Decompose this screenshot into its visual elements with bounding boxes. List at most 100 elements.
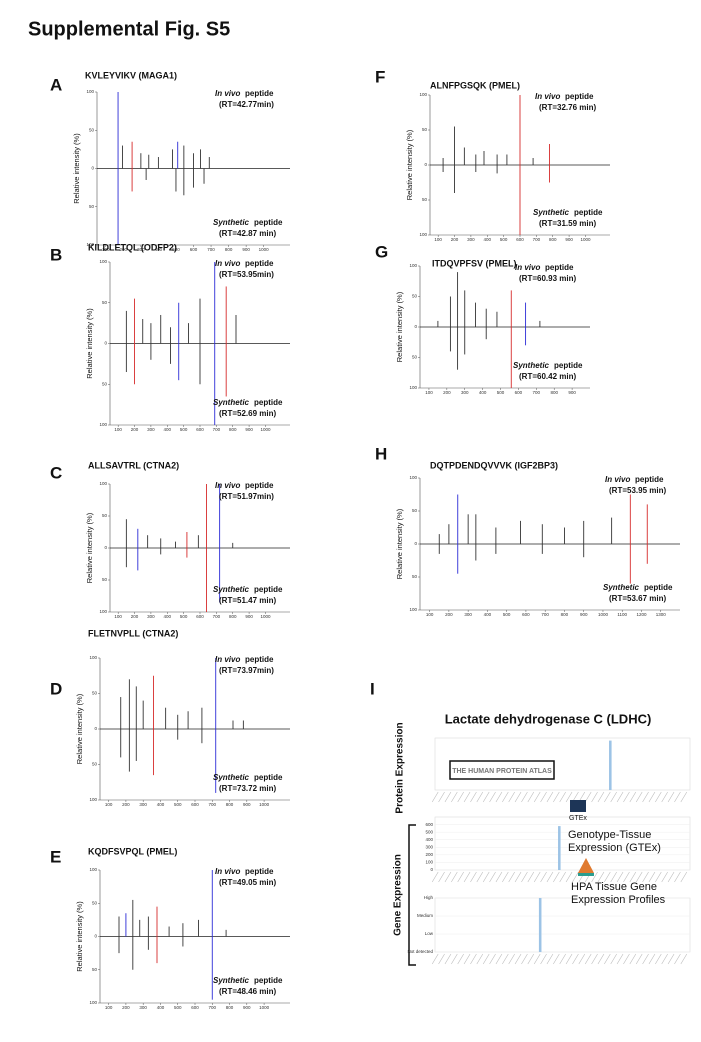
x-tick xyxy=(508,791,515,803)
x-tick-label: 700 xyxy=(213,614,221,619)
synthetic-label: Synthetic xyxy=(213,773,250,782)
x-tick xyxy=(584,791,592,803)
y-axis-label: Relative intensity (%) xyxy=(395,508,404,579)
panel-letter: C xyxy=(50,463,62,482)
x-tick-label: 400 xyxy=(164,427,172,432)
x-tick xyxy=(565,871,573,883)
x-tick xyxy=(642,791,649,803)
x-tick xyxy=(495,791,503,803)
x-tick-label: 500 xyxy=(180,614,188,619)
in-vivo-label: In vivo xyxy=(215,867,240,876)
x-tick-label: 200 xyxy=(451,237,459,242)
x-tick-label: 900 xyxy=(242,247,250,252)
x-tick xyxy=(502,791,509,803)
x-tick xyxy=(610,953,617,965)
x-tick-label: 500 xyxy=(497,390,505,395)
x-tick xyxy=(508,871,515,883)
x-tick xyxy=(482,791,490,803)
x-tick xyxy=(470,953,477,965)
x-tick xyxy=(431,953,439,965)
x-tick xyxy=(514,791,522,803)
synthetic-rt: (RT=73.72 min) xyxy=(219,784,276,793)
x-tick-label: 100 xyxy=(114,427,122,432)
x-tick xyxy=(559,871,566,883)
peptide-title: FLETNVPLL (CTNA2) xyxy=(88,628,178,638)
panel-letter: A xyxy=(50,75,62,94)
x-tick xyxy=(489,791,496,803)
x-tick-label: 400 xyxy=(484,237,492,242)
x-tick xyxy=(521,953,528,965)
in-vivo-label: In vivo xyxy=(535,92,560,101)
x-tick-label: 900 xyxy=(243,802,251,807)
x-tick xyxy=(629,871,637,883)
x-tick-label: 200 xyxy=(122,802,130,807)
x-tick xyxy=(680,871,688,883)
y-tick-label: 50 xyxy=(92,967,98,972)
hpa-profiles-label: HPA Tissue Gene Expression Profiles xyxy=(571,881,666,906)
x-tick-label: 1000 xyxy=(259,802,270,807)
in-vivo-label: peptide xyxy=(245,259,274,268)
x-tick xyxy=(457,871,464,883)
x-tick xyxy=(502,953,509,965)
in-vivo-rt: (RT=53.95 min) xyxy=(609,486,666,495)
panel-letter: F xyxy=(375,67,385,86)
y-tick-label: 100 xyxy=(99,259,107,264)
x-tick-label: 300 xyxy=(139,802,147,807)
x-tick xyxy=(655,953,662,965)
synthetic-rt: (RT=51.47 min) xyxy=(219,596,276,605)
in-vivo-label: In vivo xyxy=(515,263,540,272)
hpa-profiles-label: HPA Tissue Gene Expression Profiles xyxy=(571,881,666,906)
x-tick xyxy=(457,953,464,965)
y-tick-label: 0 xyxy=(104,341,107,346)
x-tick xyxy=(451,953,458,965)
in-vivo-label: In vivo xyxy=(215,655,240,664)
x-tick xyxy=(527,871,535,883)
x-tick xyxy=(629,791,637,803)
synthetic-rt: (RT=53.67 min) xyxy=(609,594,666,603)
y-tick-label: 50 xyxy=(422,127,428,132)
x-tick xyxy=(470,871,477,883)
x-tick xyxy=(578,953,586,965)
x-tick xyxy=(680,791,688,803)
x-tick xyxy=(553,953,560,965)
x-tick xyxy=(476,953,484,965)
y-tick-label: 100 xyxy=(419,92,427,97)
panel-letter: I xyxy=(370,679,375,698)
x-tick-label: 900 xyxy=(568,390,576,395)
in-vivo-rt: (RT=60.93 min) xyxy=(519,274,576,283)
x-tick-label: 900 xyxy=(580,612,588,617)
x-tick xyxy=(655,791,662,803)
x-tick-label: 800 xyxy=(226,1005,234,1010)
y-axis-label: Relative intensity (%) xyxy=(85,512,94,583)
x-tick xyxy=(431,871,439,883)
y-tick-label: 100 xyxy=(99,609,107,614)
x-tick-label: 300 xyxy=(137,247,145,252)
x-tick xyxy=(527,953,535,965)
x-tick-label: 700 xyxy=(213,427,221,432)
x-tick xyxy=(495,953,503,965)
y-tick-label: Not detected xyxy=(407,949,433,954)
y-tick-label: 100 xyxy=(89,867,97,872)
x-tick-label: 100 xyxy=(434,237,442,242)
y-tick-label: Low xyxy=(425,931,434,936)
x-tick xyxy=(655,871,662,883)
x-tick xyxy=(648,791,656,803)
synthetic-label: peptide xyxy=(644,583,673,592)
x-tick-label: 500 xyxy=(174,802,182,807)
x-tick xyxy=(616,871,624,883)
x-tick xyxy=(610,871,617,883)
y-tick-label: 100 xyxy=(419,232,427,237)
x-tick-label: 400 xyxy=(484,612,492,617)
x-tick xyxy=(642,871,649,883)
x-tick-label: 800 xyxy=(229,614,237,619)
y-tick-label: 0 xyxy=(424,162,427,167)
x-tick xyxy=(629,953,637,965)
x-tick xyxy=(438,953,445,965)
x-tick-label: 400 xyxy=(157,802,165,807)
x-tick xyxy=(597,791,605,803)
x-tick-label: 600 xyxy=(522,612,530,617)
y-tick-label: 50 xyxy=(92,691,98,696)
x-tick xyxy=(444,871,452,883)
x-tick xyxy=(642,953,649,965)
